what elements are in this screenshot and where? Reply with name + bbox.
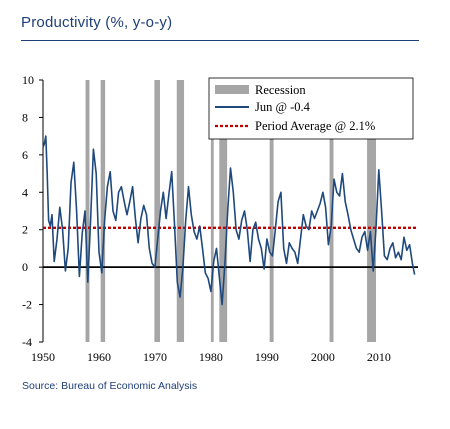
y-tick-labels: -4 -2 0 2 4 6 8 10 — [22, 73, 43, 349]
y-tick-label: 0 — [22, 260, 28, 274]
series-line-0 — [42, 135, 416, 306]
recession-band-8 — [367, 80, 377, 342]
legend-label-recession: Recession — [255, 83, 306, 97]
x-tick-label: 1950 — [31, 350, 55, 364]
y-tick-label: 6 — [22, 148, 28, 162]
recession-band-4 — [210, 80, 214, 342]
y-tick-label: 4 — [22, 185, 28, 199]
x-tick-label: 2010 — [367, 350, 391, 364]
y-tick-label: -4 — [22, 335, 32, 349]
y-tick-label: -2 — [22, 298, 32, 312]
recession-band-1 — [100, 80, 106, 342]
legend: Recession Jun @ -0.4 Period Average @ 2.… — [208, 77, 414, 140]
series-group — [42, 135, 416, 306]
recession-band-0 — [85, 80, 90, 342]
x-tick-label: 1990 — [255, 350, 279, 364]
x-tick-label: 2000 — [311, 350, 335, 364]
x-tick-label: 1960 — [87, 350, 111, 364]
x-tick-labels: 1950 1960 1970 1980 1990 2000 2010 — [31, 350, 391, 364]
y-tick-label: 10 — [22, 73, 34, 87]
y-tick-label: 8 — [22, 110, 28, 124]
chart-title: Productivity (%, y-o-y) — [21, 14, 173, 31]
source-note: Source: Bureau of Economic Analysis — [22, 380, 198, 392]
x-tick-label: 1980 — [199, 350, 223, 364]
y-tick-label: 2 — [22, 223, 28, 237]
legend-label-series: Jun @ -0.4 — [255, 100, 311, 114]
legend-swatch-recession — [215, 85, 249, 94]
legend-label-average: Period Average @ 2.1% — [255, 119, 375, 133]
recession-band-6 — [269, 80, 274, 342]
recession-band-3 — [176, 80, 185, 342]
x-tick-label: 1970 — [143, 350, 167, 364]
title-rule — [21, 40, 419, 41]
recession-band-5 — [219, 80, 228, 342]
recession-band-2 — [154, 80, 160, 342]
